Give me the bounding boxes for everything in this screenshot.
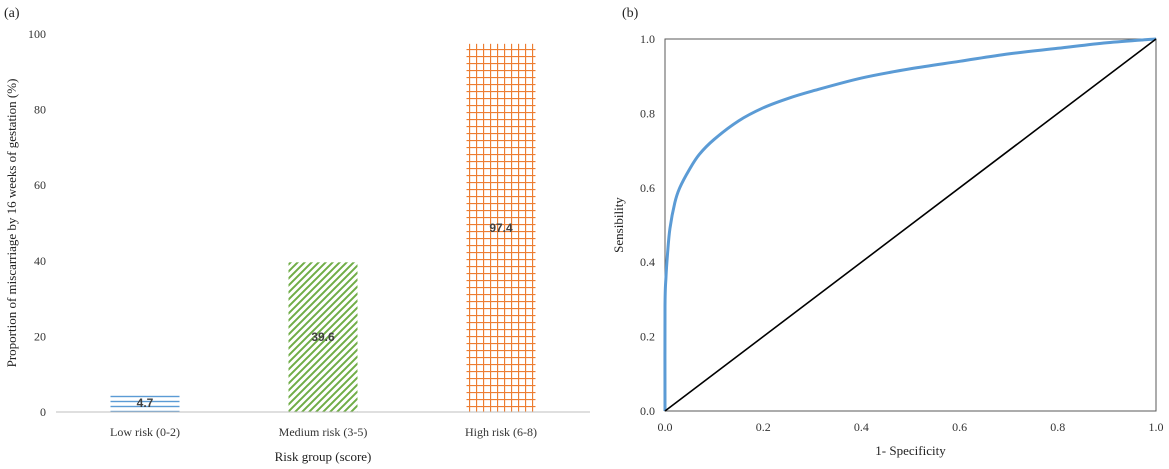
bar-chart-panel: (a) 4.7 39.6 97.4 0 20 40 60 80 100 Low risk (0… xyxy=(4,6,590,464)
bar-2 xyxy=(288,262,358,412)
bar-value-label: 39.6 xyxy=(311,330,335,344)
panel-label-b: (b) xyxy=(622,6,639,21)
y-tick-label: 80 xyxy=(34,103,46,117)
y-tick-label: 0.2 xyxy=(640,330,655,344)
y-axis-title: Sensibility xyxy=(611,197,626,253)
y-tick-label: 1.0 xyxy=(640,32,655,46)
x-tick-label: Medium risk (3-5) xyxy=(279,425,368,439)
y-tick-label: 60 xyxy=(34,178,46,192)
y-tick-label: 0.0 xyxy=(640,404,655,418)
y-tick-label: 0.6 xyxy=(640,181,655,195)
y-axis-title: Proportion of miscarriage by 16 weeks of… xyxy=(4,79,19,368)
bar-value-label: 4.7 xyxy=(137,396,154,410)
x-tick-label: Low risk (0-2) xyxy=(110,425,180,439)
bar-3 xyxy=(466,43,536,412)
x-tick-label: 0.2 xyxy=(756,420,771,434)
panel-label-a: (a) xyxy=(4,6,20,21)
y-tick-label: 0.8 xyxy=(640,106,655,120)
x-tick-label: 1.0 xyxy=(1149,420,1164,434)
roc-chart-panel: (b) 0.0 0.2 0.4 0.6 0.8 1.0 0.0 0.2 0.4 0.6 0.8 1.… xyxy=(611,6,1164,458)
x-tick-label: High risk (6-8) xyxy=(465,425,537,439)
bar-value-label: 97.4 xyxy=(489,221,513,235)
x-axis-title: 1- Specificity xyxy=(875,443,946,458)
y-tick-label: 0.4 xyxy=(640,255,655,269)
y-tick-label: 20 xyxy=(34,329,46,343)
x-tick-label: 0.8 xyxy=(1050,420,1065,434)
y-tick-label: 0 xyxy=(40,405,46,419)
bar-1 xyxy=(110,394,180,412)
reference-diagonal-line xyxy=(664,38,1157,412)
y-tick-label: 40 xyxy=(34,254,46,268)
x-axis-title: Risk group (score) xyxy=(275,449,372,464)
x-tick-label: 0.4 xyxy=(854,420,869,434)
x-tick-label: 0.6 xyxy=(952,420,967,434)
y-tick-label: 100 xyxy=(28,27,46,41)
roc-curve-line xyxy=(663,37,1157,412)
plot-frame xyxy=(664,38,1157,412)
x-tick-label: 0.0 xyxy=(658,420,673,434)
